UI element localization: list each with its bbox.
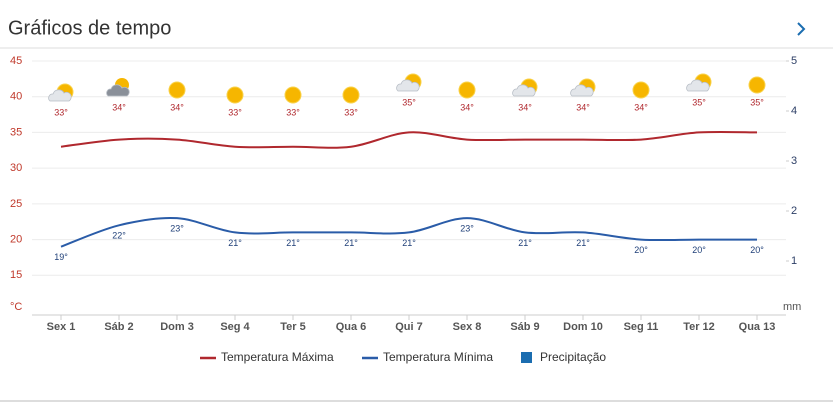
y2-tick-label: 5 <box>791 55 797 67</box>
legend-item[interactable]: Temperatura Máxima <box>200 350 334 364</box>
max-label: 34° <box>576 102 590 112</box>
min-label: 21° <box>286 238 300 248</box>
sun <box>226 86 244 104</box>
next-chevron[interactable] <box>797 22 806 36</box>
max-label: 34° <box>112 102 126 112</box>
cloud <box>106 84 130 97</box>
weather-icon <box>396 73 422 92</box>
y-tick-label: 40 <box>10 91 22 103</box>
legend-item[interactable]: Precipitação <box>521 350 606 364</box>
legend-label: Temperatura Mínima <box>383 350 493 364</box>
max-label: 34° <box>634 102 648 112</box>
min-label: 23° <box>170 224 184 234</box>
x-tick-label: Ter 12 <box>683 321 715 333</box>
min-label: 22° <box>112 231 126 241</box>
y-tick-label: 25 <box>10 198 22 210</box>
weather-icon <box>284 86 302 104</box>
x-tick-label: Qua 6 <box>336 321 367 333</box>
max-label: 35° <box>402 97 416 107</box>
weather-icon <box>748 76 766 94</box>
min-label: 21° <box>402 238 416 248</box>
y-tick-label: 45 <box>10 55 22 67</box>
x-tick-label: Ter 5 <box>280 321 305 333</box>
cloud <box>396 79 420 92</box>
max-label: 33° <box>228 107 242 117</box>
weather-icon <box>686 73 712 92</box>
min-label: 21° <box>228 238 242 248</box>
max-label: 34° <box>518 102 532 112</box>
max-label: 35° <box>750 97 764 107</box>
y2-tick-label: 1 <box>791 255 797 267</box>
x-tick-label: Qua 13 <box>739 321 776 333</box>
max-label: 33° <box>344 107 358 117</box>
sun <box>458 81 476 99</box>
weather-icon <box>512 78 538 97</box>
x-tick-label: Sáb 9 <box>510 321 539 333</box>
y2-tick-label: 3 <box>791 155 797 167</box>
x-tick-label: Seg 4 <box>220 321 250 333</box>
x-tick-label: Sáb 2 <box>104 321 133 333</box>
weather-icon <box>48 83 74 102</box>
temp-line <box>60 216 757 248</box>
sun <box>284 86 302 104</box>
min-label: 21° <box>518 238 532 248</box>
x-tick-label: Sex 1 <box>47 321 76 333</box>
sun <box>342 86 360 104</box>
max-label: 33° <box>54 107 68 117</box>
weather-icon <box>226 86 244 104</box>
y-unit-label: °C <box>10 301 22 313</box>
legend-swatch <box>521 352 532 363</box>
min-label: 23° <box>460 224 474 234</box>
y-tick-label: 20 <box>10 233 22 245</box>
weather-icon <box>106 78 130 97</box>
x-tick-label: Seg 11 <box>624 321 659 333</box>
max-label: 34° <box>460 102 474 112</box>
legend-item[interactable]: Temperatura Mínima <box>362 350 493 364</box>
cloud <box>686 79 710 92</box>
x-tick-label: Dom 10 <box>563 321 603 333</box>
min-label: 21° <box>344 238 358 248</box>
legend-label: Temperatura Máxima <box>221 350 334 364</box>
max-label: 35° <box>692 97 706 107</box>
min-label: 20° <box>692 245 706 255</box>
min-label: 21° <box>576 238 590 248</box>
max-label: 34° <box>170 102 184 112</box>
min-label: 20° <box>750 245 764 255</box>
cloud <box>570 84 594 97</box>
y-tick-label: 35 <box>10 126 22 138</box>
sun <box>632 81 650 99</box>
y2-unit-label: mm <box>783 301 801 313</box>
min-label: 20° <box>634 245 648 255</box>
weather-icon <box>342 86 360 104</box>
temp-line <box>60 130 758 149</box>
sun <box>168 81 186 99</box>
cloud <box>512 84 536 97</box>
y-tick-label: 30 <box>10 162 22 174</box>
max-label: 33° <box>286 107 300 117</box>
weather-icon <box>632 81 650 99</box>
x-tick-label: Sex 8 <box>453 321 482 333</box>
min-label: 19° <box>54 252 68 262</box>
y2-tick-label: 4 <box>791 105 797 117</box>
legend-label: Precipitação <box>540 350 606 364</box>
widget-title: Gráficos de tempo <box>8 17 171 39</box>
y2-tick-label: 2 <box>791 205 797 217</box>
y-tick-label: 15 <box>10 269 22 281</box>
weather-icon <box>168 81 186 99</box>
weather-icon <box>570 78 596 97</box>
x-tick-label: Qui 7 <box>395 321 423 333</box>
cloud <box>48 89 72 102</box>
x-tick-label: Dom 3 <box>160 321 194 333</box>
sun <box>748 76 766 94</box>
weather-icon <box>458 81 476 99</box>
